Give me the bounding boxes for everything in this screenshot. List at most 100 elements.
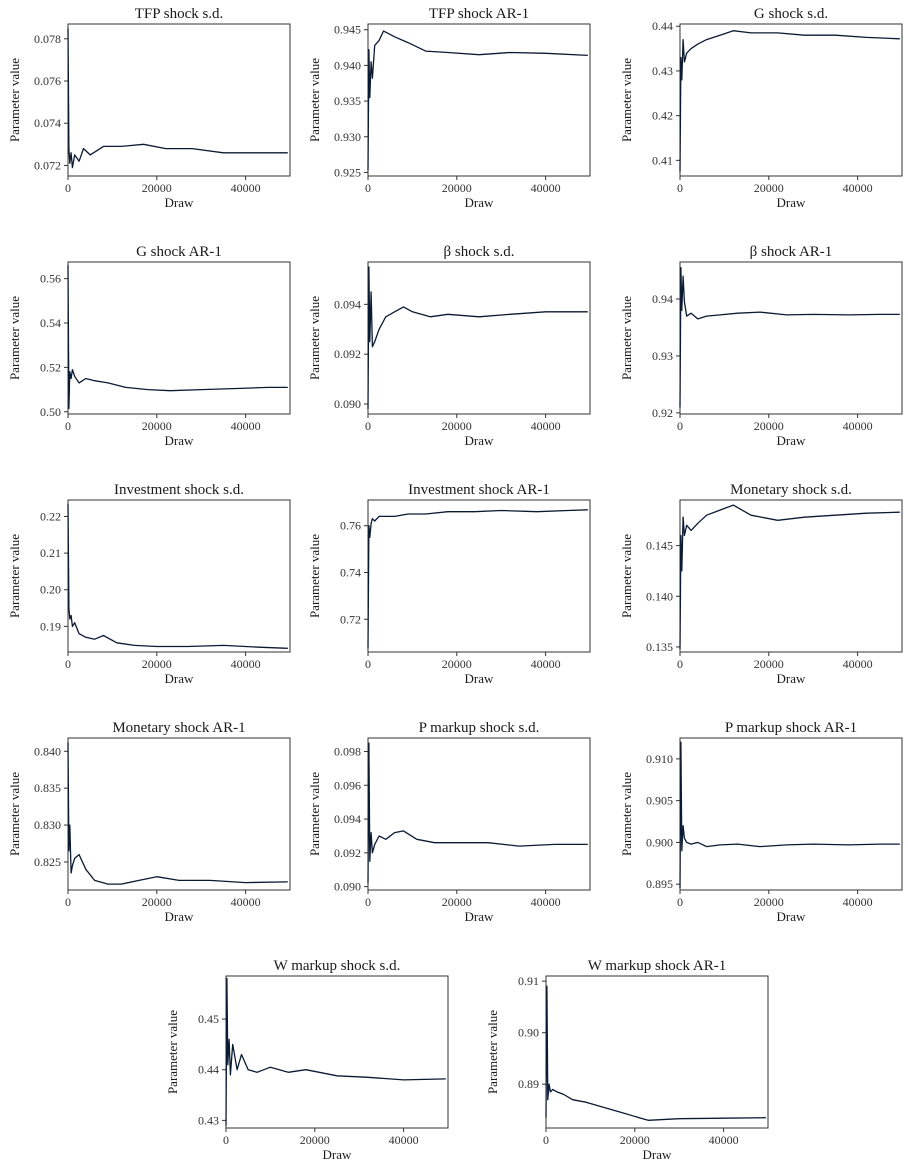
panel-title: TFP shock AR-1: [429, 6, 529, 22]
x-tick-label: 40000: [231, 657, 261, 671]
trace-line: [67, 265, 288, 410]
y-tick-label: 0.92: [652, 406, 673, 420]
x-axis-label: Draw: [465, 909, 494, 924]
x-tick-label: 0: [677, 657, 683, 671]
x-axis-label: Draw: [165, 909, 194, 924]
x-tick-label: 0: [543, 1133, 549, 1147]
y-tick-label: 0.825: [34, 855, 61, 869]
panel-title: Investment shock AR-1: [408, 482, 550, 498]
plot-frame: [67, 737, 291, 891]
x-axis-label: Draw: [777, 433, 806, 448]
y-tick-label: 0.19: [40, 619, 61, 633]
x-tick-label: 40000: [843, 181, 873, 195]
y-tick-label: 0.092: [334, 347, 361, 361]
y-axis-label: Parameter value: [7, 58, 22, 142]
panel-title: G shock AR-1: [136, 244, 222, 260]
panel-investment-shock-ar1: Investment shock AR-1 0.72 0.74 0.76 0 20000 4…: [300, 476, 596, 690]
plot-frame: [679, 737, 903, 891]
x-tick-label: 0: [65, 895, 71, 909]
y-tick-label: 0.43: [652, 64, 673, 78]
x-axis-label: Draw: [777, 195, 806, 210]
x-axis-label: Draw: [465, 195, 494, 210]
y-tick-label: 0.905: [646, 794, 673, 808]
x-tick-label: 20000: [442, 181, 472, 195]
plot-frame: [225, 975, 449, 1129]
trace-plot-svg: Investment shock s.d. 0.19 0.20 0.21 0.22 0 20…: [7, 482, 291, 686]
plot-frame: [367, 261, 591, 415]
y-axis-label: Parameter value: [307, 772, 322, 856]
y-tick-label: 0.94: [652, 292, 673, 306]
x-tick-label: 0: [677, 895, 683, 909]
trace-plot-svg: G shock AR-1 0.50 0.52 0.54 0.56 0 20000 40000 D…: [7, 244, 291, 448]
plot-frame: [367, 499, 591, 653]
x-axis-label: Draw: [465, 433, 494, 448]
x-tick-label: 40000: [709, 1133, 739, 1147]
y-tick-label: 0.935: [334, 94, 361, 108]
y-tick-label: 0.76: [340, 519, 361, 533]
y-tick-label: 0.096: [334, 778, 361, 792]
y-tick-label: 0.098: [334, 745, 361, 759]
x-tick-label: 40000: [843, 419, 873, 433]
y-tick-label: 0.900: [646, 835, 673, 849]
y-tick-label: 0.840: [34, 744, 61, 758]
y-tick-label: 0.90: [518, 1026, 539, 1040]
y-tick-label: 0.41: [652, 153, 673, 167]
x-tick-label: 40000: [531, 895, 561, 909]
trace-plot-svg: W markup shock s.d. 0.43 0.44 0.45 0 20000 400…: [165, 958, 449, 1162]
x-tick-label: 0: [677, 419, 683, 433]
x-tick-label: 40000: [531, 181, 561, 195]
x-tick-label: 0: [677, 181, 683, 195]
y-tick-label: 0.22: [40, 509, 61, 523]
y-tick-label: 0.074: [34, 116, 61, 130]
x-axis-label: Draw: [165, 671, 194, 686]
y-axis-label: Parameter value: [619, 534, 634, 618]
x-tick-label: 20000: [754, 181, 784, 195]
panel-title: β shock s.d.: [444, 244, 515, 260]
y-tick-label: 0.078: [34, 32, 61, 46]
plot-frame: [679, 23, 903, 177]
y-tick-label: 0.835: [34, 781, 61, 795]
y-tick-label: 0.925: [334, 165, 361, 179]
panel-title: β shock AR-1: [750, 244, 833, 260]
trace-plot-svg: Monetary shock AR-1 0.825 0.830 0.835 0.840 0…: [7, 720, 291, 924]
trace-line: [679, 30, 900, 172]
y-axis-label: Parameter value: [7, 772, 22, 856]
plot-frame: [67, 261, 291, 415]
x-tick-label: 0: [365, 181, 371, 195]
y-axis-label: Parameter value: [7, 296, 22, 380]
x-axis-label: Draw: [777, 909, 806, 924]
y-tick-label: 0.50: [40, 405, 61, 419]
y-axis-label: Parameter value: [619, 296, 634, 380]
x-tick-label: 20000: [142, 181, 172, 195]
panel-beta-shock-sd: β shock s.d. 0.090 0.092 0.094 0 20000 40000 Dr…: [300, 238, 596, 452]
x-tick-label: 20000: [142, 657, 172, 671]
y-tick-label: 0.42: [652, 109, 673, 123]
y-tick-label: 0.090: [334, 880, 361, 894]
x-tick-label: 20000: [754, 895, 784, 909]
panel-g-shock-sd: G shock s.d. 0.41 0.42 0.43 0.44 0 20000 40000 D…: [612, 0, 908, 214]
y-tick-label: 0.140: [646, 589, 673, 603]
trace-line: [367, 266, 588, 410]
x-tick-label: 0: [223, 1133, 229, 1147]
trace-plot-svg: W markup shock AR-1 0.89 0.90 0.91 0 20000 400…: [485, 958, 769, 1162]
panel-title: G shock s.d.: [754, 6, 828, 22]
y-tick-label: 0.56: [40, 272, 61, 286]
plot-frame: [367, 737, 591, 891]
panel-title: W markup shock AR-1: [588, 958, 726, 974]
panel-title: Monetary shock AR-1: [112, 720, 245, 736]
panel-beta-shock-ar1: β shock AR-1 0.92 0.93 0.94 0 20000 40000 Draw P…: [612, 238, 908, 452]
trace-plot-svg: TFP shock s.d. 0.072 0.074 0.076 0.078 0 20000…: [7, 6, 291, 210]
y-tick-label: 0.092: [334, 846, 361, 860]
x-tick-label: 0: [365, 895, 371, 909]
y-tick-label: 0.895: [646, 877, 673, 891]
y-tick-label: 0.830: [34, 818, 61, 832]
y-tick-label: 0.930: [334, 130, 361, 144]
y-tick-label: 0.20: [40, 583, 61, 597]
y-tick-label: 0.945: [334, 23, 361, 37]
x-tick-label: 40000: [231, 181, 261, 195]
y-tick-label: 0.094: [334, 812, 361, 826]
y-tick-label: 0.54: [40, 316, 61, 330]
y-tick-label: 0.89: [518, 1077, 539, 1091]
y-tick-label: 0.43: [198, 1113, 219, 1127]
